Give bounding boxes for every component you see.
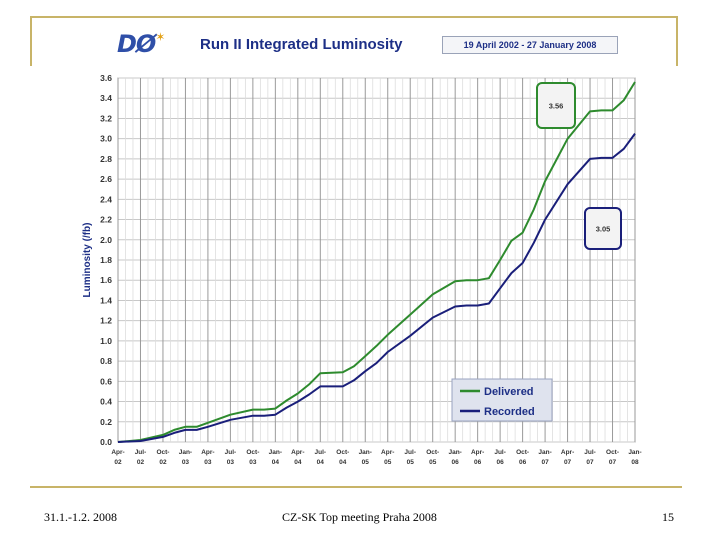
x-tick-label-month: Oct- (606, 449, 619, 456)
x-tick-label-year: 02 (159, 459, 167, 466)
x-tick-label-year: 04 (272, 459, 280, 466)
y-tick-label: 2.4 (100, 194, 112, 204)
x-tick-label-year: 06 (474, 459, 482, 466)
x-tick-label-month: Jan- (359, 449, 372, 456)
x-tick-label-month: Jan- (448, 449, 461, 456)
y-tick-label: 0.4 (100, 397, 112, 407)
y-tick-label: 0.2 (100, 417, 112, 427)
x-tick-label-year: 07 (586, 459, 594, 466)
x-tick-label-month: Oct- (246, 449, 259, 456)
y-axis-label: Luminosity (/fb) (82, 223, 93, 298)
x-tick-label-year: 03 (249, 459, 257, 466)
callout-delivered-text: 3.56 (549, 102, 564, 111)
y-tick-label: 2.2 (100, 215, 112, 225)
footer-date: 31.1.-1.2. 2008 (44, 510, 117, 524)
x-tick-label-year: 05 (407, 459, 415, 466)
x-tick-label-month: Jul- (404, 449, 416, 456)
x-tick-label-year: 06 (497, 459, 505, 466)
x-tick-label-month: Jul- (135, 449, 147, 456)
y-tick-label: 1.4 (100, 295, 112, 305)
y-tick-label: 2.8 (100, 154, 112, 164)
callout-recorded-box (584, 207, 622, 250)
series-line-recorded (117, 133, 636, 443)
legend-label-delivered: Delivered (484, 386, 534, 398)
left-border-line (30, 16, 32, 66)
d0-logo: DØ✶ (117, 30, 165, 58)
x-tick-label-month: Apr- (111, 449, 124, 456)
x-tick-label-year: 02 (137, 459, 145, 466)
footer-meeting: CZ-SK Top meeting Praha 2008 (282, 510, 437, 524)
x-tick-label-year: 04 (317, 459, 325, 466)
y-tick-label: 0.8 (100, 356, 112, 366)
luminosity-chart: 0.0 0.2 0.4 0.6 0.8 1.0 1.2 1.4 1.6 1.8 2.0 2.2 2.4 2… (82, 73, 642, 466)
callout-delivered-box (536, 82, 576, 129)
x-tick-label-month: Oct- (426, 449, 439, 456)
x-tick-label-month: Apr- (201, 449, 214, 456)
y-tick-label: 1.8 (100, 255, 112, 265)
x-tick-label-year: 02 (114, 459, 122, 466)
x-tick-label-year: 06 (519, 459, 527, 466)
y-tick-label: 2.0 (100, 235, 112, 245)
x-tick-label-month: Oct- (336, 449, 349, 456)
x-tick-label-month: Jan- (269, 449, 282, 456)
x-tick-label-month: Jul- (315, 449, 327, 456)
top-border-line (30, 16, 678, 18)
x-tick-label-month: Oct- (156, 449, 169, 456)
x-tick-label-month: Jul- (494, 449, 506, 456)
x-tick-label-year: 07 (609, 459, 617, 466)
x-tick-label-year: 08 (631, 459, 639, 466)
y-tick-label: 3.4 (100, 93, 112, 103)
x-tick-label-year: 07 (564, 459, 572, 466)
y-tick-label: 0.0 (100, 437, 112, 447)
y-tick-label: 3.2 (100, 113, 112, 123)
x-tick-label-month: Apr- (561, 449, 574, 456)
y-tick-label: 3.6 (100, 73, 112, 83)
y-tick-label: 1.6 (100, 275, 112, 285)
legend-box (451, 378, 553, 422)
page-number: 15 (662, 510, 674, 524)
y-tick-label: 0.6 (100, 376, 112, 386)
x-tick-label-month: Jan- (538, 449, 551, 456)
y-tick-label: 1.0 (100, 336, 112, 346)
y-tick-label: 2.6 (100, 174, 112, 184)
x-tick-label-month: Apr- (381, 449, 394, 456)
x-tick-label-year: 03 (182, 459, 190, 466)
bottom-border-line (30, 486, 682, 488)
x-tick-label-month: Jan- (179, 449, 192, 456)
x-tick-label-year: 05 (362, 459, 370, 466)
callout-recorded-text: 3.05 (596, 225, 611, 234)
x-tick-label-year: 04 (294, 459, 302, 466)
x-tick-label-month: Oct- (516, 449, 529, 456)
x-tick-label-year: 04 (339, 459, 347, 466)
x-tick-label-year: 07 (541, 459, 549, 466)
x-tick-label-month: Jul- (225, 449, 237, 456)
legend-label-recorded: Recorded (484, 406, 535, 418)
right-border-line (676, 16, 678, 66)
x-tick-label-month: Apr- (471, 449, 484, 456)
x-tick-label-year: 03 (204, 459, 212, 466)
x-tick-label-month: Jan- (628, 449, 641, 456)
y-tick-label: 3.0 (100, 134, 112, 144)
x-tick-label-year: 03 (227, 459, 235, 466)
x-tick-label-year: 06 (452, 459, 460, 466)
series-line-delivered (117, 81, 636, 443)
x-tick-label-year: 05 (384, 459, 392, 466)
x-tick-label-year: 05 (429, 459, 437, 466)
date-range-label: 19 April 2002 - 27 January 2008 (442, 36, 618, 54)
chart-title: Run II Integrated Luminosity (200, 36, 403, 53)
x-tick-label-month: Apr- (291, 449, 304, 456)
y-tick-label: 1.2 (100, 316, 112, 326)
x-tick-label-month: Jul- (584, 449, 596, 456)
